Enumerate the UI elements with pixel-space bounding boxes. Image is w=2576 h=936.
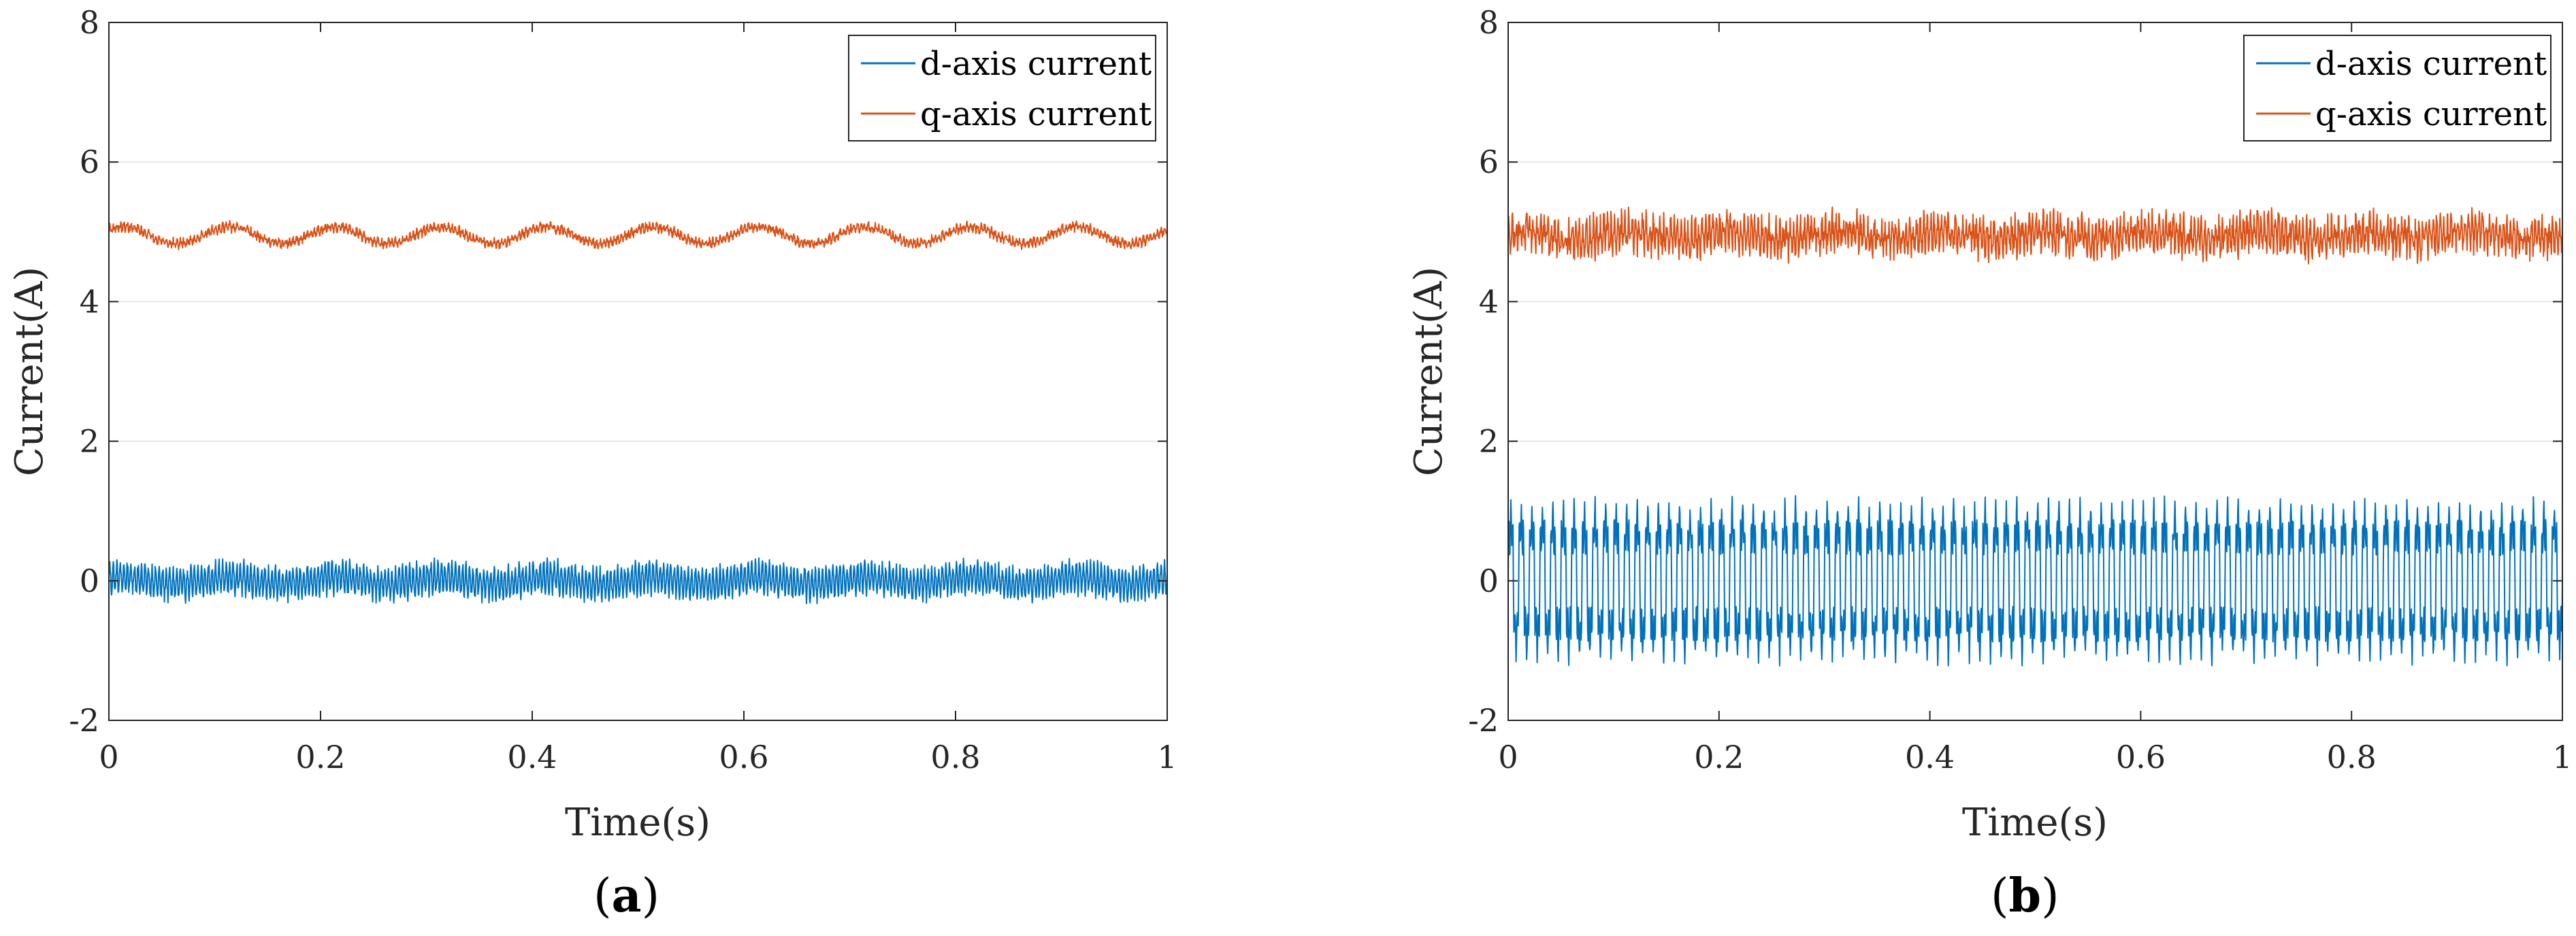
series-line-b-q-axis <box>1508 206 2562 265</box>
panel-label-a: (a) <box>593 869 659 923</box>
ylabel-b: Current(A) <box>1407 267 1451 476</box>
xtick-label-a-5: 1 <box>1157 739 1177 775</box>
series-group-b <box>1508 206 2562 667</box>
plot-frame-b <box>1507 22 2563 721</box>
xtick-label-b-2: 0.4 <box>1905 739 1955 775</box>
ytick-label-a-3: 4 <box>80 283 99 320</box>
legend-label-d-axis-b: d-axis current <box>2315 45 2547 83</box>
panel-label-b: (b) <box>1991 869 2059 923</box>
xtick-label-a-2: 0.4 <box>507 739 557 775</box>
ytick-label-a-5: 8 <box>80 4 99 41</box>
series-line-b-d-axis <box>1508 495 2562 667</box>
ytick-label-a-0: -2 <box>69 702 99 739</box>
ytick-label-b-2: 2 <box>1479 423 1499 460</box>
ytick-label-b-3: 4 <box>1479 283 1499 320</box>
ytick-label-b-4: 6 <box>1479 144 1499 180</box>
series-line-a-d-axis <box>109 557 1167 605</box>
xtick-label-b-1: 0.2 <box>1694 739 1744 775</box>
xlabel-a: Time(s) <box>565 801 711 845</box>
legend-b: d-axis current q-axis current <box>2243 35 2551 141</box>
ytick-label-a-4: 6 <box>80 144 99 180</box>
legend-box-b <box>2243 35 2551 141</box>
ytick-label-b-0: -2 <box>1468 702 1499 739</box>
xtick-label-b-4: 0.8 <box>2327 739 2377 775</box>
xtick-label-b-3: 0.6 <box>2116 739 2166 775</box>
legend-a: d-axis current q-axis current <box>848 35 1156 141</box>
xtick-label-b-0: 0 <box>1498 739 1518 775</box>
ytick-label-a-1: 0 <box>80 563 99 599</box>
legend-box-a <box>848 35 1156 141</box>
ytick-label-b-5: 8 <box>1479 4 1499 41</box>
xtick-label-a-1: 0.2 <box>295 739 345 775</box>
legend-label-q-axis-a: q-axis current <box>920 95 1152 133</box>
panel-letter-b: b <box>2009 869 2042 923</box>
series-group-a <box>109 220 1167 605</box>
plot-frame-a <box>108 22 1168 721</box>
xlabel-b: Time(s) <box>1962 801 2108 845</box>
legend-label-q-axis-b: q-axis current <box>2315 95 2547 133</box>
panel-letter-a: a <box>612 869 642 923</box>
ytick-label-a-2: 2 <box>80 423 99 460</box>
ylabel-a: Current(A) <box>7 267 52 476</box>
xtick-label-a-4: 0.8 <box>930 739 980 775</box>
series-line-a-q-axis <box>109 220 1167 250</box>
legend-label-d-axis-a: d-axis current <box>920 45 1152 83</box>
xtick-label-b-5: 1 <box>2552 739 2572 775</box>
xtick-label-a-0: 0 <box>99 739 118 775</box>
xtick-label-a-3: 0.6 <box>719 739 768 775</box>
ytick-label-b-1: 0 <box>1479 563 1499 599</box>
